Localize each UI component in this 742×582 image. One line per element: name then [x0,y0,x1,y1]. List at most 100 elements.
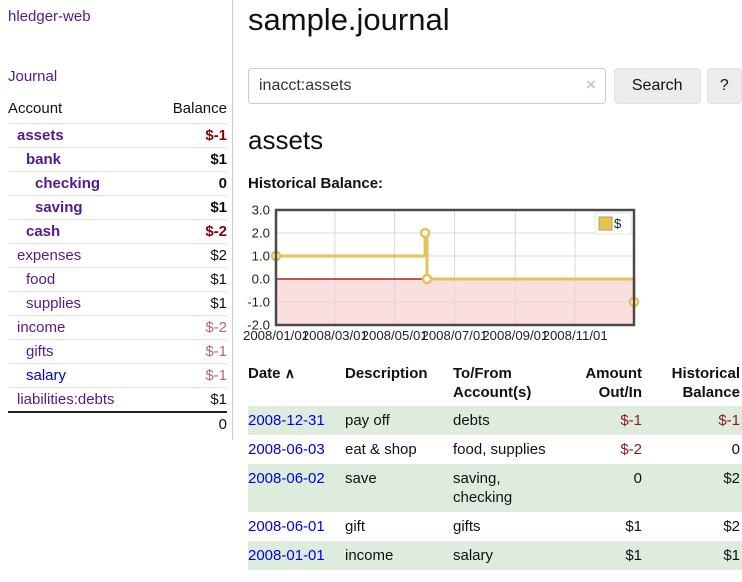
svg-text:$: $ [614,216,622,231]
svg-text:2008/01/01: 2008/01/01 [243,328,309,343]
svg-text:-2.0: -2.0 [247,318,270,333]
svg-text:-1.0: -1.0 [247,295,270,310]
clear-search-icon[interactable]: × [585,75,596,94]
accounts-header-account: Account [8,100,63,117]
account-row: assets $-1 [8,123,227,148]
svg-text:0.0: 0.0 [252,272,270,287]
register-row: 2008-06-02 save saving, checking 0 $2 [248,464,742,512]
transaction-amount: $1 [625,518,642,535]
transaction-amount: $-2 [620,441,642,458]
account-balance: $-1 [153,363,227,388]
account-link-supplies[interactable]: supplies [26,295,82,312]
register-header-accounts: To/From Account(s) [453,362,569,406]
accounts-header-balance: Balance [172,100,227,117]
register-header-description: Description [345,365,428,382]
register-row: 2008-06-03 eat & shop food, supplies $-2… [248,435,742,464]
svg-text:3.0: 3.0 [252,205,270,218]
account-balance: $-2 [153,315,227,340]
account-link-salary[interactable]: salary [26,367,67,384]
account-balance: $-2 [153,219,227,244]
svg-text:2.0: 2.0 [252,226,270,241]
transaction-date-link[interactable]: 2008-06-02 [248,470,325,487]
account-link-food[interactable]: food [26,271,56,288]
account-link-income[interactable]: income [17,319,66,336]
transaction-date-link[interactable]: 2008-12-31 [248,412,325,429]
register-header-amount: Amount Out/In [569,362,644,406]
search-input[interactable] [248,68,606,104]
account-link-bank[interactable]: bank [26,151,62,168]
account-row: supplies $1 [8,291,227,316]
account-link-cash[interactable]: cash [26,223,61,240]
svg-text:2008/07/01: 2008/07/01 [422,328,488,343]
transaction-amount: $1 [625,547,642,564]
accounts-header-row: Account Balance [8,98,227,124]
register-header-balance: Historical Balance [644,362,742,406]
account-link-saving[interactable]: saving [35,199,83,216]
page-title: sample.journal [248,2,450,37]
svg-text:2008/03/01: 2008/03/01 [302,328,368,343]
svg-text:2008/09/01: 2008/09/01 [482,328,548,343]
register-header-row: Date ∧ Description To/From Account(s) Am… [248,362,742,406]
accounts-header-line1: To/From [453,365,512,382]
account-link-liabilities-debts[interactable]: liabilities:debts [17,391,115,408]
accounts-table: Account Balance assets $-1 bank $1 check… [8,98,227,436]
help-button[interactable]: ? [706,68,742,104]
transaction-date-link[interactable]: 2008-06-01 [248,518,325,535]
transaction-balance: $1 [723,547,740,564]
search-form: × Search ? [248,68,742,104]
nav-journal-link[interactable]: Journal [8,68,58,85]
account-balance: $-1 [153,123,227,148]
app-brand-link[interactable]: hledger-web [8,8,91,25]
svg-text:1.0: 1.0 [252,249,270,264]
register-table: Date ∧ Description To/From Account(s) Am… [248,362,742,570]
transaction-accounts: salary [453,547,494,564]
transaction-accounts: saving, checking [453,470,513,506]
transaction-description: save [345,470,377,487]
transaction-accounts: debts [453,412,490,429]
sort-ascending-icon: ∧ [284,365,295,381]
transaction-description: gift [345,518,366,535]
account-balance: $1 [153,195,227,220]
transaction-description: pay off [345,412,390,429]
account-balance: $2 [153,243,227,268]
register-row: 2008-01-01 income salary $1 $1 [248,541,742,570]
chart-title: Historical Balance: [248,175,384,192]
account-row: food $1 [8,267,227,292]
register-row: 2008-06-01 gift gifts $1 $2 [248,512,742,541]
account-link-expenses[interactable]: expenses [17,247,82,264]
historical-balance-chart: 3.0 2.0 1.0 0.0 -1.0 -2.02008/01/012008/03/01… [243,205,640,343]
accounts-header-line2: Account(s) [453,384,532,401]
account-row: liabilities:debts $1 [8,387,227,412]
transaction-balance: $2 [723,470,740,487]
transaction-date-link[interactable]: 2008-01-01 [248,547,325,564]
account-row: checking 0 [8,171,227,196]
transaction-date-link[interactable]: 2008-06-03 [248,441,325,458]
search-button[interactable]: Search [613,68,701,104]
account-row: salary $-1 [8,363,227,388]
svg-text:2008/11/01: 2008/11/01 [543,328,608,343]
account-row: saving $1 [8,195,227,220]
account-link-gifts[interactable]: gifts [26,343,54,360]
transaction-balance: $2 [723,518,740,535]
accounts-total-balance: 0 [153,411,227,436]
account-link-checking[interactable]: checking [35,175,101,192]
sidebar: hledger-web Journal Account Balance asse… [0,0,233,440]
balance-header-line2: Balance [682,384,740,401]
account-balance: 0 [153,171,227,196]
account-balance: $1 [153,291,227,316]
date-header-label: Date [248,365,281,382]
transaction-accounts: food, supplies [453,441,546,458]
register-header-date[interactable]: Date ∧ [248,362,345,406]
amount-header-line2: Out/In [598,384,642,401]
transaction-description: eat & shop [345,441,417,458]
transaction-balance: $-1 [718,412,740,429]
account-balance: $-1 [153,339,227,364]
account-row: cash $-2 [8,219,227,244]
account-balance: $1 [153,147,227,172]
account-row: expenses $2 [8,243,227,268]
account-link-assets[interactable]: assets [17,127,64,144]
balance-header-line1: Historical [671,365,740,382]
amount-header-line1: Amount [585,365,642,382]
account-balance: $1 [153,267,227,292]
account-row: gifts $-1 [8,339,227,364]
